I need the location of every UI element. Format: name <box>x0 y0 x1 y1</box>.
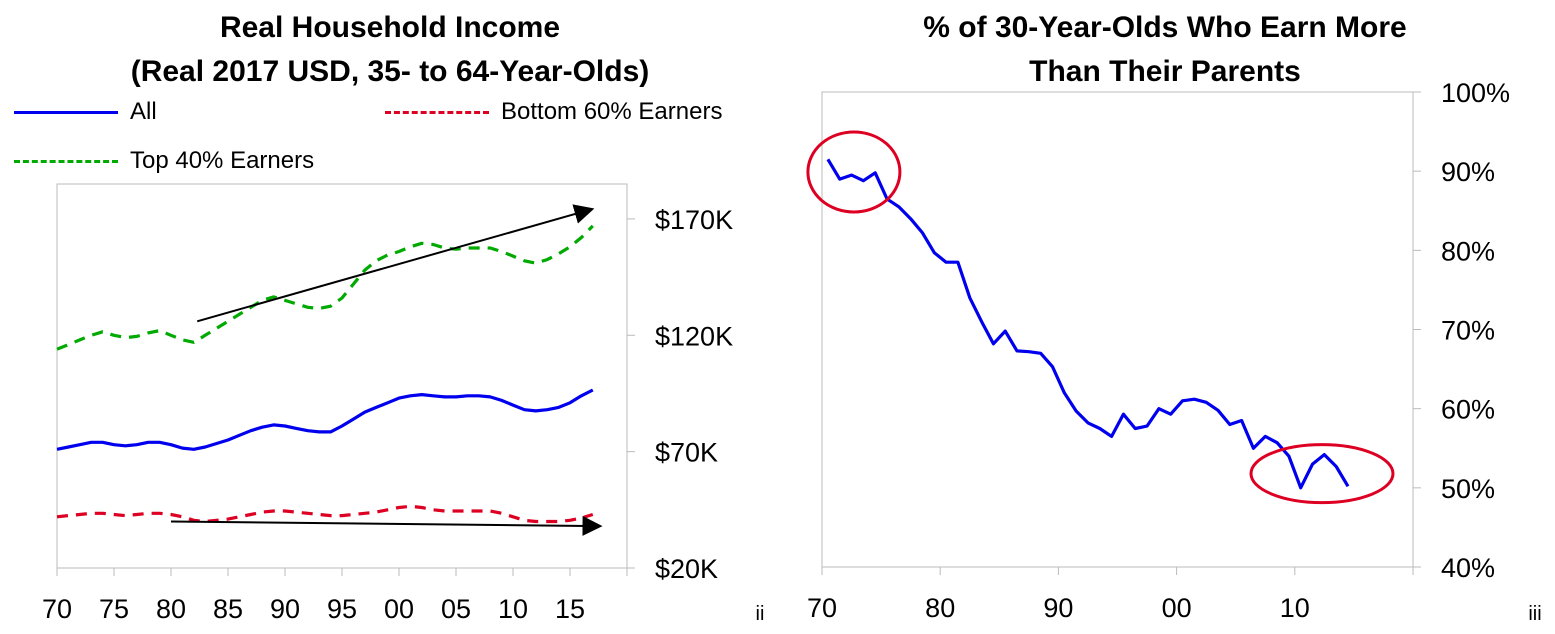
highlight-circle-early <box>806 130 902 214</box>
legend-swatch-bottom60 <box>385 110 489 114</box>
y-tick-label: 100% <box>1441 78 1510 108</box>
right-chart-title-line2: Than Their Parents <box>1029 55 1301 88</box>
trend-arrow-up <box>196 204 595 323</box>
y-tick-label: $170K <box>655 205 733 235</box>
legend-label-top40: Top 40% Earners <box>130 147 315 174</box>
footnote-marker: iii <box>1528 603 1541 625</box>
legend-swatch-all <box>14 110 118 114</box>
legend-item-all: All <box>14 98 157 126</box>
series-line-top-40-earners <box>56 224 594 351</box>
y-tick-label: 40% <box>1441 553 1495 583</box>
left-chart: 70 75 80 85 90 95 00 05 10 15 $20K $70K $120K $170K ii <box>42 183 765 625</box>
series-line <box>826 158 1350 490</box>
x-tick-label: 15 <box>555 594 585 624</box>
right-chart-title-line1: % of 30-Year-Olds Who Earn More <box>923 11 1407 44</box>
y-tick-label: $70K <box>655 438 718 468</box>
legend-item-top40: Top 40% Earners <box>14 147 314 175</box>
y-tick-label: $120K <box>655 321 733 351</box>
x-tick-label: 05 <box>441 594 471 624</box>
left-chart-title: Real Household Income (Real 2017 USD, 35… <box>0 6 780 94</box>
x-tick-label: 80 <box>156 594 186 624</box>
plot-area-frame <box>821 91 1414 568</box>
legend-label-bottom60: Bottom 60% Earners <box>501 98 723 125</box>
highlight-circle-recent <box>1249 443 1395 505</box>
left-chart-title-line2: (Real 2017 USD, 35- to 64-Year-Olds) <box>130 55 650 88</box>
x-tick-label: 90 <box>270 594 300 624</box>
y-tick-label: 70% <box>1441 316 1495 346</box>
x-tick-label: 10 <box>1280 593 1310 623</box>
series-line-all <box>56 388 594 451</box>
x-tick-label: 95 <box>327 594 357 624</box>
x-tick-label: 80 <box>925 593 955 623</box>
x-tick-label: 85 <box>213 594 243 624</box>
x-tick-label: 00 <box>1162 593 1192 623</box>
x-tick-label: 00 <box>384 594 414 624</box>
x-tick-label: 70 <box>42 594 72 624</box>
plot-area-frame <box>56 183 628 569</box>
y-tick-label: 60% <box>1441 395 1495 425</box>
y-tick-label: $20K <box>655 554 718 584</box>
left-chart-title-line1: Real Household Income <box>219 11 561 44</box>
right-chart: 70 80 90 00 10 40% 50% 60% 70% 80% 90% 100% iii <box>806 78 1542 625</box>
x-tick-label: 75 <box>99 594 129 624</box>
x-tick-label: 90 <box>1043 593 1073 623</box>
legend-swatch-top40 <box>14 159 118 163</box>
x-tick-label: 70 <box>807 593 837 623</box>
footnote-marker: ii <box>756 603 765 625</box>
y-tick-label: 90% <box>1441 157 1495 187</box>
x-tick-label: 10 <box>498 594 528 624</box>
right-chart-title: % of 30-Year-Olds Who Earn More Than The… <box>780 6 1550 94</box>
y-tick-label: 80% <box>1441 236 1495 266</box>
legend-label-all: All <box>130 98 157 125</box>
legend-item-bottom60: Bottom 60% Earners <box>385 98 722 126</box>
trend-arrow-flat <box>170 515 603 536</box>
y-tick-label: 50% <box>1441 474 1495 504</box>
series-line-bottom-60-earners <box>56 504 594 524</box>
